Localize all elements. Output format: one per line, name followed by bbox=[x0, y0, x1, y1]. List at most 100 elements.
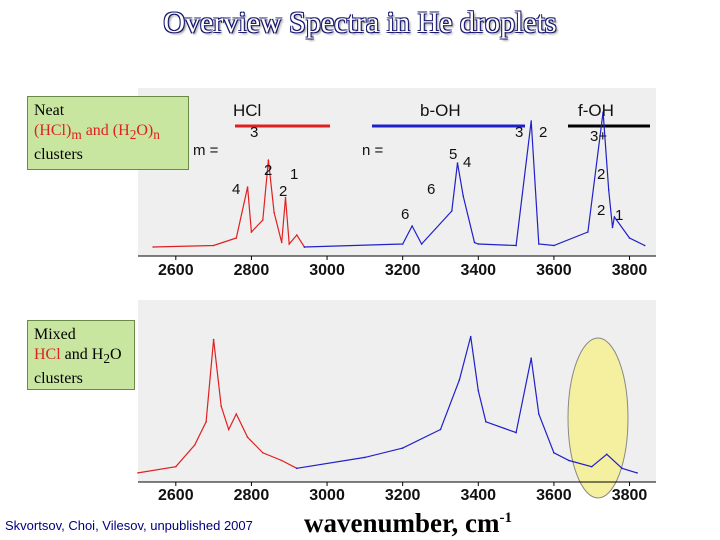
data-point bbox=[296, 467, 298, 470]
m4-label: 4 bbox=[232, 181, 241, 198]
x-axis-label: wavenumber, cm-1 bbox=[304, 508, 512, 539]
f3plus-label: 3+ bbox=[590, 128, 608, 145]
x-tick-label: 3000 bbox=[309, 487, 345, 504]
x-tick-label: 2600 bbox=[158, 262, 194, 279]
data-point bbox=[462, 195, 465, 197]
data-point bbox=[628, 237, 631, 239]
data-point bbox=[280, 459, 283, 462]
neat-sub-n: n bbox=[153, 127, 160, 143]
m1-label: 1 bbox=[290, 166, 299, 183]
data-point bbox=[296, 234, 298, 236]
f1-label: 1 bbox=[615, 207, 624, 224]
data-point bbox=[250, 231, 253, 233]
data-point bbox=[284, 196, 287, 199]
data-point bbox=[411, 225, 413, 227]
spectrum-series-0-1 bbox=[304, 111, 645, 248]
top-plot-background bbox=[138, 88, 656, 256]
data-point bbox=[458, 379, 461, 381]
m3-label: 3 bbox=[250, 124, 259, 141]
neat-line2c: O) bbox=[136, 122, 154, 139]
data-point bbox=[553, 244, 555, 247]
n6b-label: 6 bbox=[401, 206, 410, 223]
data-point bbox=[273, 211, 275, 214]
data-point bbox=[590, 465, 593, 468]
data-point bbox=[401, 243, 404, 245]
data-point bbox=[205, 421, 207, 423]
data-point bbox=[235, 237, 238, 239]
data-point bbox=[643, 244, 646, 247]
highlight-ellipse bbox=[567, 337, 629, 499]
data-point bbox=[401, 447, 404, 449]
data-point bbox=[587, 231, 589, 233]
x-tick-label: 3200 bbox=[384, 487, 421, 504]
data-point bbox=[477, 243, 480, 245]
data-point bbox=[227, 428, 230, 431]
f2a-label: 2 bbox=[597, 166, 606, 183]
mixed-line2a: HCl bbox=[34, 346, 61, 363]
x-tick-label: 3800 bbox=[611, 262, 648, 279]
data-point bbox=[530, 120, 532, 122]
data-point bbox=[477, 390, 480, 392]
data-point bbox=[288, 243, 291, 245]
data-point bbox=[602, 111, 604, 113]
data-point bbox=[267, 159, 270, 161]
n-equals-label: n = bbox=[362, 142, 384, 159]
n4-label: 4 bbox=[463, 154, 472, 171]
x-tick-label: 3600 bbox=[536, 262, 572, 279]
data-point bbox=[538, 243, 540, 245]
data-point bbox=[607, 189, 610, 191]
data-point bbox=[611, 226, 614, 229]
n3-label: 3 bbox=[515, 124, 524, 141]
data-point bbox=[473, 241, 476, 244]
data-point bbox=[212, 244, 215, 247]
neat-line2b: and (H bbox=[81, 122, 130, 139]
m2a-label: 2 bbox=[264, 162, 273, 179]
x-tick-label: 3400 bbox=[460, 487, 497, 504]
data-point bbox=[451, 210, 453, 212]
n6a-label: 6 bbox=[427, 181, 436, 198]
x-axis-label-sup: -1 bbox=[499, 510, 513, 526]
data-point bbox=[515, 244, 517, 247]
header-f-oh: f-OH bbox=[578, 101, 614, 120]
x-tick-label: 3600 bbox=[536, 487, 572, 504]
x-tick-label: 3800 bbox=[611, 487, 648, 504]
mixed-line1: Mixed bbox=[34, 326, 76, 343]
data-point bbox=[246, 186, 249, 188]
m-equals-label: m = bbox=[193, 142, 219, 159]
mixed-line2b: and H bbox=[60, 346, 104, 363]
data-point bbox=[235, 413, 238, 415]
neat-line2a: (HCl) bbox=[34, 122, 72, 139]
x-axis-label-text: wavenumber, cm bbox=[304, 508, 500, 538]
mixed-line2c: O bbox=[110, 346, 122, 363]
data-point bbox=[220, 405, 222, 408]
slide-title: Overview Spectra in He droplets bbox=[163, 6, 557, 39]
spectrum-series-1-0 bbox=[137, 339, 298, 474]
data-point bbox=[621, 467, 623, 470]
data-point bbox=[530, 357, 532, 360]
data-point bbox=[193, 444, 196, 446]
neat-clusters-label: Neat (HCl)m and (H2O)n clusters bbox=[27, 96, 189, 170]
data-point bbox=[280, 241, 283, 244]
x-tick-label: 2800 bbox=[233, 487, 270, 504]
data-point bbox=[469, 335, 472, 338]
data-point bbox=[636, 472, 638, 474]
data-point bbox=[152, 246, 154, 248]
data-point bbox=[303, 246, 306, 248]
x-tick-label: 3200 bbox=[384, 262, 421, 279]
x-tick-label: 2600 bbox=[158, 487, 194, 504]
data-point bbox=[439, 428, 442, 431]
x-tick-label: 3000 bbox=[309, 262, 345, 279]
f2b-label: 2 bbox=[597, 202, 606, 219]
n2-label: 2 bbox=[539, 124, 548, 141]
data-point bbox=[606, 453, 608, 456]
data-point bbox=[262, 452, 264, 454]
data-point bbox=[364, 456, 366, 459]
data-point bbox=[137, 472, 139, 474]
mixed-clusters-label: Mixed HCl and H2O clusters bbox=[27, 320, 135, 390]
data-point bbox=[613, 216, 616, 218]
mixed-line3: clusters bbox=[34, 370, 83, 388]
header-hcl: HCl bbox=[233, 101, 262, 120]
data-point bbox=[246, 436, 249, 439]
neat-sub-m: m bbox=[71, 127, 82, 143]
